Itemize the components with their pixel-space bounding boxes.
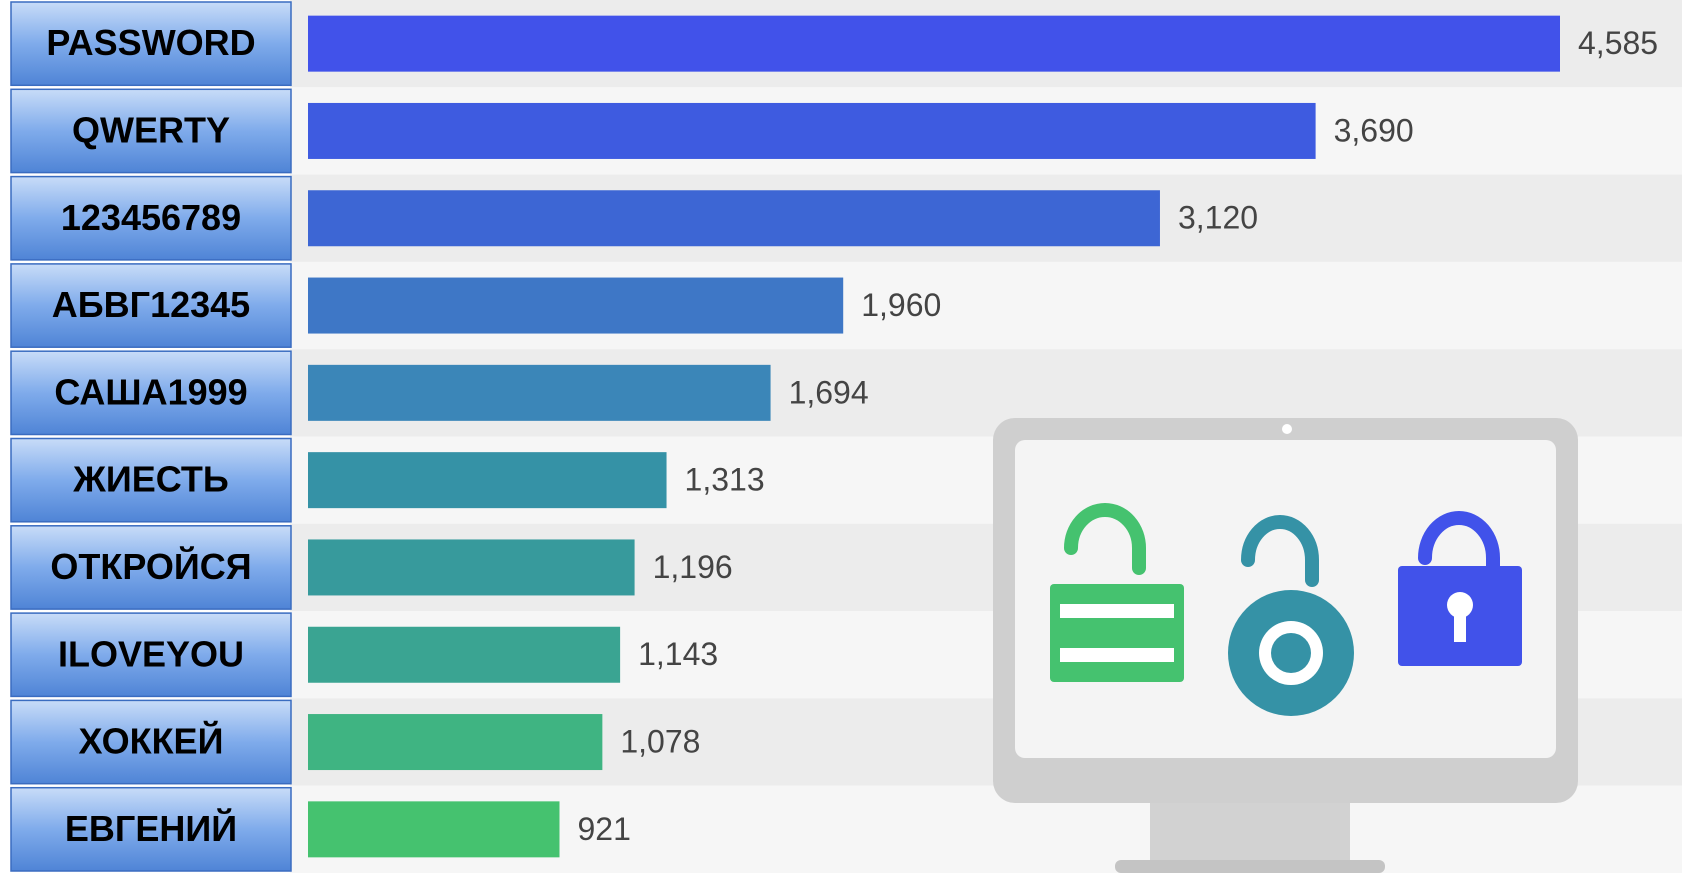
category-label: АБВГ12345 — [52, 284, 250, 325]
page: 4,585 PASSWORD 3,690 QWERTY 3,120 123456789 1,… — [0, 0, 1682, 873]
category-label: 123456789 — [61, 197, 241, 238]
bar — [308, 801, 559, 857]
value-label: 4,585 — [1578, 25, 1658, 61]
value-label: 1,960 — [861, 287, 941, 323]
value-label: 921 — [577, 811, 630, 847]
bar — [308, 539, 635, 595]
bar — [308, 714, 602, 770]
value-label: 1,196 — [653, 549, 733, 585]
chart: 4,585 PASSWORD 3,690 QWERTY 3,120 123456789 1,… — [0, 0, 1682, 873]
value-label: 3,690 — [1334, 112, 1414, 148]
bar — [308, 278, 843, 334]
bar — [308, 452, 667, 508]
category-label: САША1999 — [54, 371, 247, 412]
category-label: ILOVEYOU — [58, 633, 244, 674]
category-label: ЖИЕСТЬ — [72, 459, 228, 500]
value-label: 3,120 — [1178, 200, 1258, 236]
bar — [308, 16, 1560, 72]
category-label: ХОККЕЙ — [79, 720, 224, 762]
bar — [308, 365, 771, 421]
category-label: ЕВГЕНИЙ — [65, 807, 237, 849]
value-label: 1,694 — [789, 374, 869, 410]
category-label: PASSWORD — [46, 22, 255, 63]
value-label: 1,078 — [620, 724, 700, 760]
bar — [308, 103, 1316, 159]
bar — [308, 190, 1160, 246]
value-label: 1,313 — [685, 462, 765, 498]
category-label: QWERTY — [72, 109, 230, 150]
bar — [308, 627, 620, 683]
category-label: ОТКРОЙСЯ — [50, 545, 251, 587]
value-label: 1,143 — [638, 636, 718, 672]
